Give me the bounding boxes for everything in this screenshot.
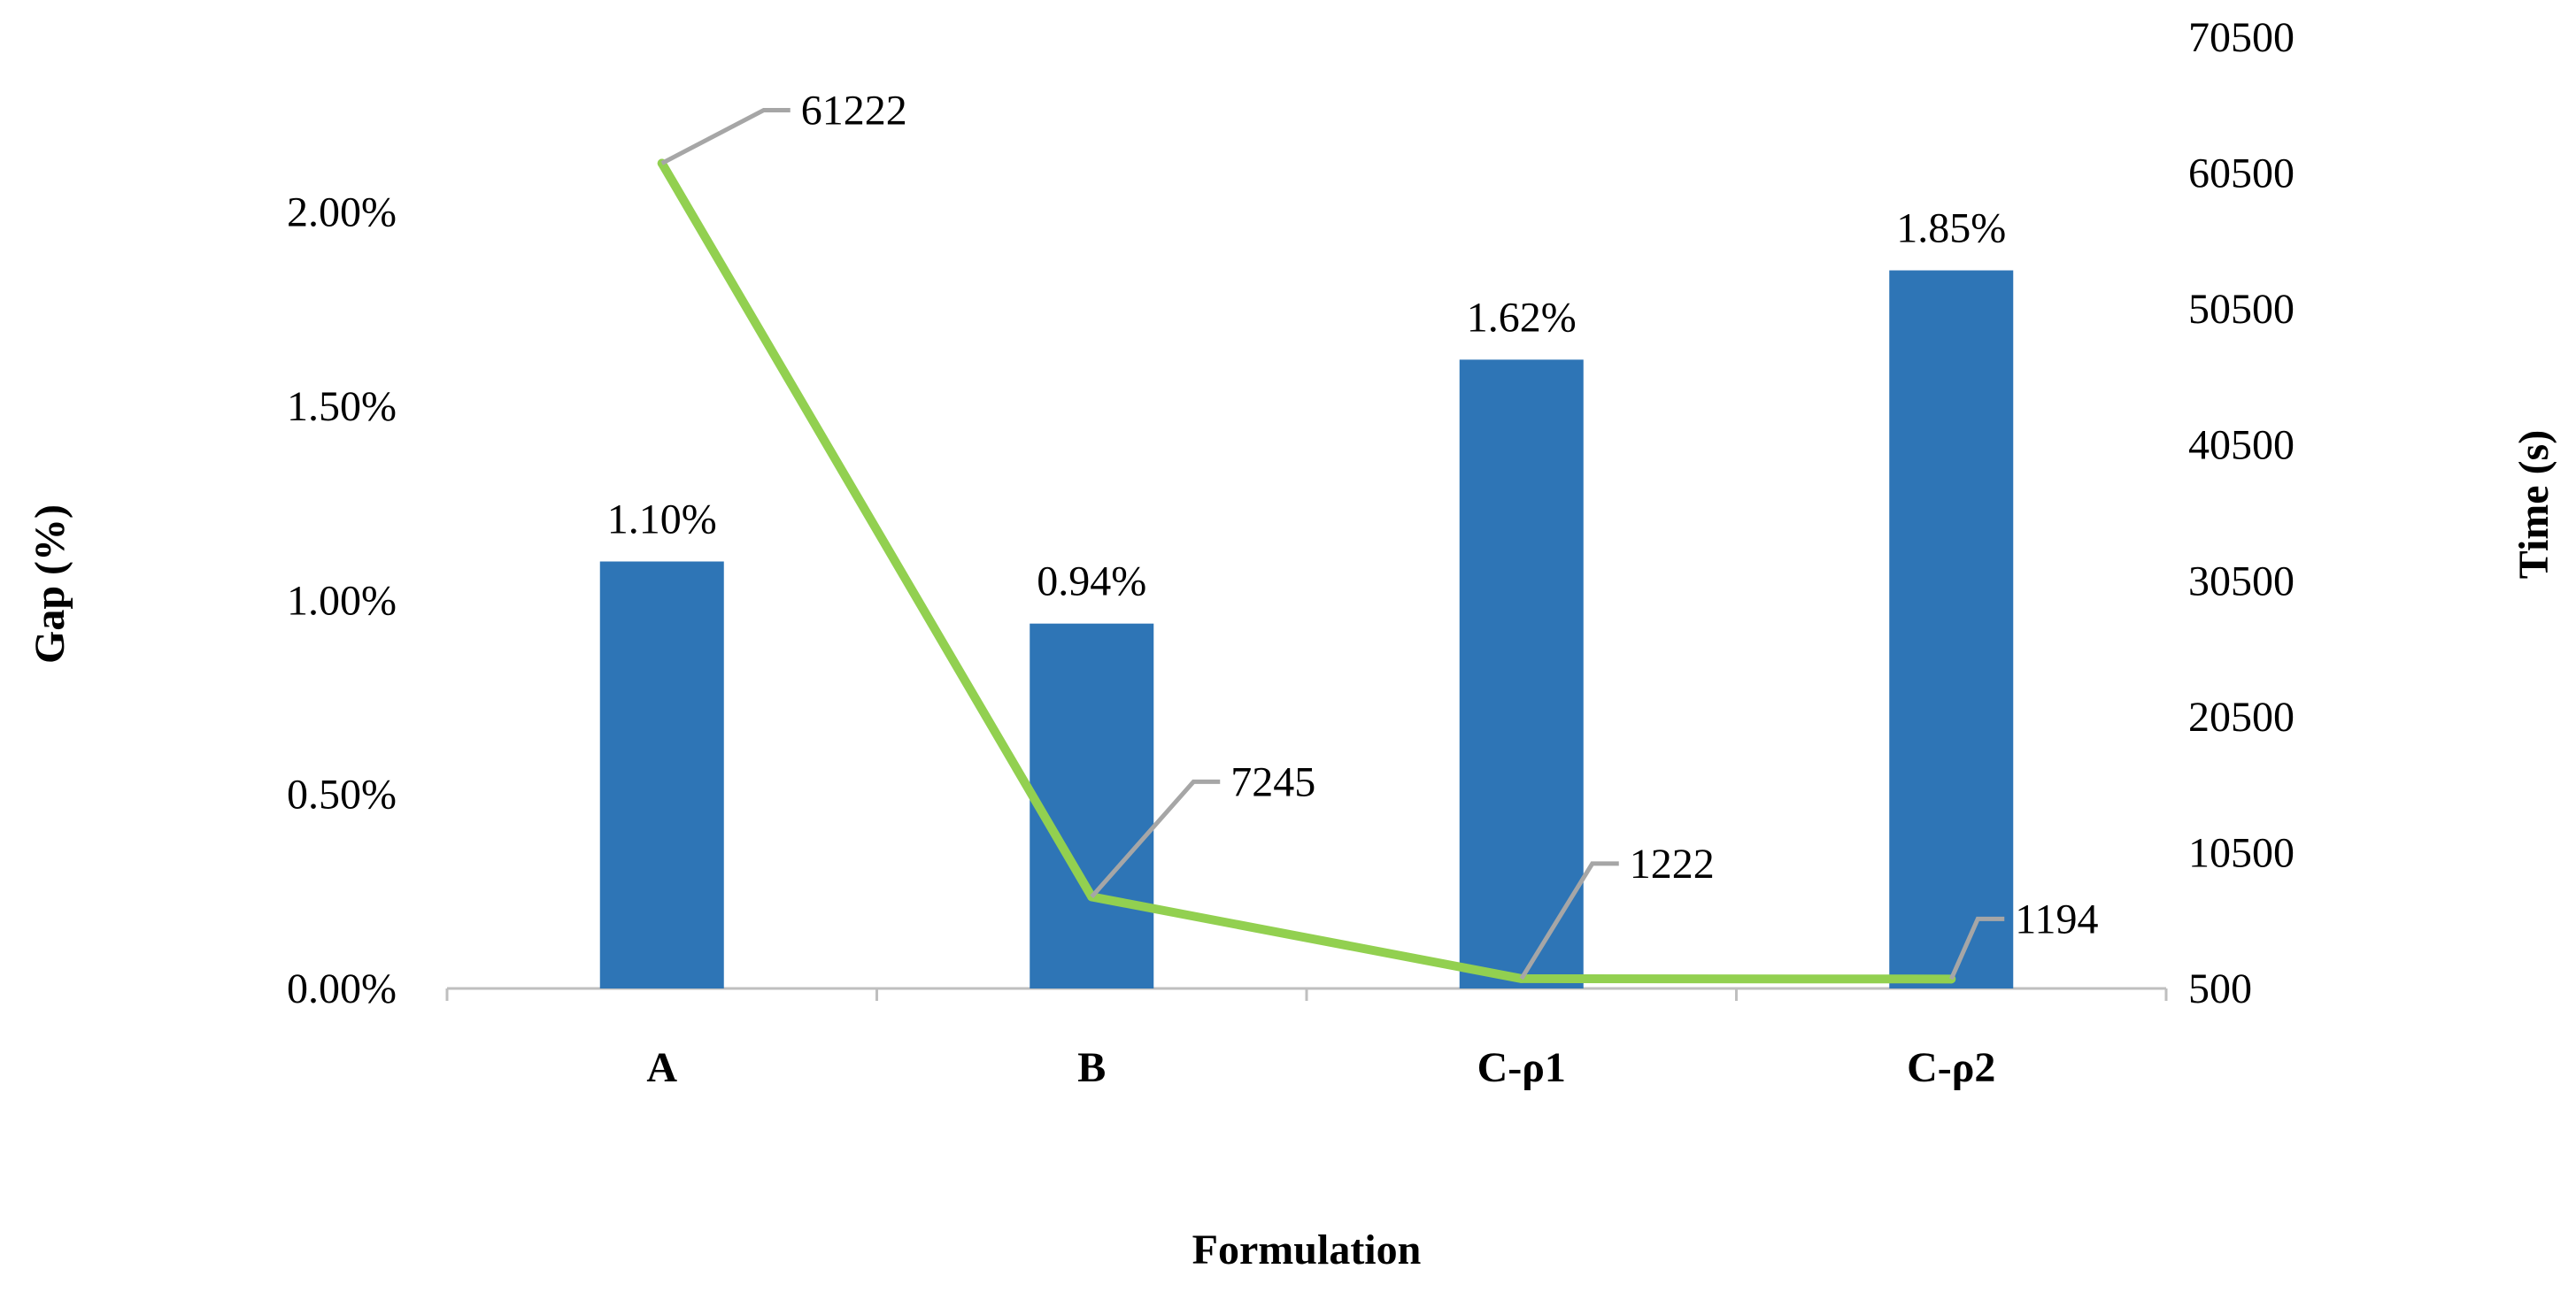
y-axis-title: Gap (%) [27, 504, 73, 664]
bar [1030, 623, 1154, 988]
y2-tick-label: 20500 [2188, 694, 2294, 741]
line-label-leader [1090, 779, 1221, 899]
y2-tick-label: 10500 [2188, 829, 2294, 876]
line-data-label: 1194 [2015, 896, 2098, 942]
bar-data-label: 0.94% [1037, 558, 1146, 605]
line-label-leader [1948, 916, 2005, 981]
y2-tick-label: 30500 [2188, 558, 2294, 604]
y-axis-ticks: 0.00% 0.50% 1.00% 1.50% 2.00% [287, 189, 397, 1012]
bar-data-label: 1.85% [1896, 205, 2006, 252]
y-tick-label: 1.00% [287, 577, 397, 624]
line-label-leader [1519, 861, 1619, 981]
line-data-label: 7245 [1230, 758, 1315, 805]
y-tick-label: 2.00% [287, 189, 397, 236]
bar-data-label: 1.10% [607, 496, 717, 543]
y2-tick-label: 60500 [2188, 150, 2294, 197]
time-line [657, 158, 1956, 984]
x-category-label: C-ρ2 [1907, 1044, 1995, 1091]
y2-tick-label: 70500 [2188, 14, 2294, 61]
y2-tick-label: 50500 [2188, 286, 2294, 333]
y-tick-label: 0.50% [287, 772, 397, 819]
x-axis-categories: A B C-ρ1 C-ρ2 [646, 1044, 1995, 1091]
bar-data-label: 1.62% [1467, 294, 1577, 341]
y-tick-label: 1.50% [287, 383, 397, 430]
x-axis-title: Formulation [1192, 1227, 1422, 1273]
bar-series [599, 270, 2014, 989]
line-data-labels: 61222 7245 1222 1194 [660, 87, 2098, 981]
line-series [657, 158, 1956, 984]
y2-axis-title: Time (s) [2510, 430, 2557, 579]
y2-axis-ticks: 500 10500 20500 30500 40500 50500 60500 70500 [2188, 14, 2294, 1012]
bar [1889, 270, 2014, 989]
y2-tick-label: 40500 [2188, 422, 2294, 469]
y-tick-label: 0.00% [287, 965, 397, 1012]
line-data-label: 1222 [1630, 841, 1715, 888]
axes [445, 987, 2168, 1001]
y2-tick-label: 500 [2188, 965, 2252, 1012]
line-data-label: 61222 [801, 87, 907, 134]
line-label-leader [660, 107, 791, 165]
x-category-label: C-ρ1 [1477, 1044, 1566, 1091]
bar-data-labels: 1.10% 0.94% 1.62% 1.85% [607, 205, 2006, 605]
x-category-label: A [646, 1044, 677, 1091]
x-category-label: B [1077, 1044, 1106, 1091]
bar [1459, 359, 1584, 989]
bar [599, 561, 724, 988]
